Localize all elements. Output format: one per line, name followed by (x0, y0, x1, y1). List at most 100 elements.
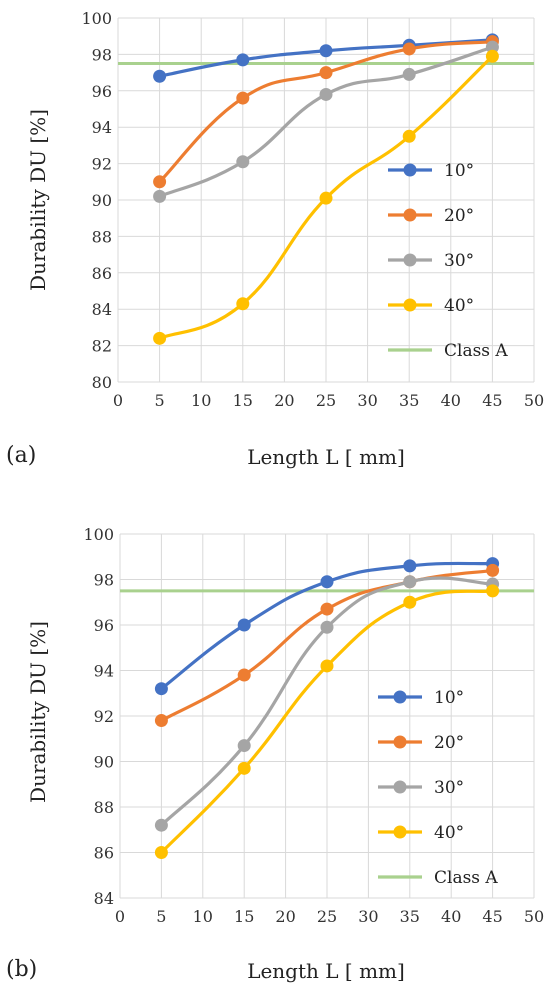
data-point (154, 846, 168, 859)
data-point (403, 559, 417, 573)
series-line (160, 576, 493, 827)
data-point (320, 659, 334, 673)
data-point (154, 682, 168, 696)
gridlines-b (119, 533, 535, 899)
panel-label-a: (a) (6, 443, 36, 468)
data-point (403, 575, 417, 589)
legend-item: 30° (378, 778, 464, 798)
legend-label: 30° (434, 778, 464, 798)
legend-label: 40° (434, 823, 464, 843)
series-20deg-a (153, 35, 499, 189)
data-point (153, 69, 167, 83)
data-point (237, 761, 251, 775)
data-point (237, 618, 251, 632)
x-tick-label: 35 (399, 391, 419, 410)
legend-swatch-marker (393, 735, 407, 749)
legend-label: Class A (434, 868, 498, 888)
legend-item: Class A (388, 341, 508, 361)
y-tick-label: 100 (81, 9, 112, 28)
x-tick-label: 5 (156, 907, 166, 926)
legend-label: 30° (444, 251, 474, 271)
y-tick-label: 86 (94, 844, 114, 863)
y-axis-title-a: Durability DU [%] (26, 109, 50, 291)
chart-panel-b: (b) Length L [ mm] Durability DU [%] 0 5 1… (6, 525, 544, 983)
x-tick-label: 45 (482, 391, 502, 410)
legend-swatch-marker (393, 825, 407, 839)
data-point (237, 668, 251, 682)
panel-label-b: (b) (6, 957, 37, 982)
data-point (236, 91, 250, 105)
legend-swatch-marker (403, 253, 417, 267)
data-point (320, 575, 334, 589)
legend-label: 10° (434, 688, 464, 708)
legend-item: 10° (388, 161, 474, 181)
x-tick-label: 30 (358, 907, 378, 926)
legend-item: 20° (388, 206, 474, 226)
y-tick-label: 98 (94, 571, 114, 590)
data-point (485, 49, 499, 63)
x-tick-label: 0 (115, 907, 125, 926)
legend-label: 10° (444, 161, 474, 181)
legend-item: 10° (378, 688, 464, 708)
x-tick-label: 10 (193, 907, 213, 926)
x-tick-label: 35 (400, 907, 420, 926)
y-tick-label: 96 (94, 616, 114, 635)
x-axis-title-a: Length L [ mm] (247, 445, 405, 469)
y-axis-title-b: Durability DU [%] (26, 621, 50, 803)
legend-swatch-marker (403, 208, 417, 222)
legend-label: 20° (444, 206, 474, 226)
series-40deg-a (153, 49, 499, 345)
x-tick-label: 25 (317, 907, 337, 926)
data-point (486, 584, 500, 598)
legend-label: Class A (444, 341, 508, 361)
legend-a: 10° 20° 30° 40° Class A (388, 161, 508, 361)
x-tick-label: 30 (357, 391, 377, 410)
legend-item: 30° (388, 251, 474, 271)
data-point (237, 739, 251, 753)
data-point (402, 42, 416, 56)
legend-item: Class A (378, 868, 498, 888)
data-point (319, 66, 333, 80)
y-tick-label: 84 (94, 889, 114, 908)
legend-swatch-marker (393, 690, 407, 704)
x-tick-label: 25 (316, 391, 336, 410)
data-point (153, 331, 167, 345)
data-point (402, 129, 416, 143)
y-tick-label: 92 (92, 155, 112, 174)
x-tick-label: 20 (274, 391, 294, 410)
legend-label: 20° (434, 733, 464, 753)
data-point (403, 595, 417, 609)
data-point (486, 563, 500, 577)
x-tick-label: 20 (275, 907, 295, 926)
y-tick-label: 88 (92, 227, 112, 246)
data-point (320, 620, 334, 634)
y-tick-label: 80 (92, 373, 112, 392)
data-point (319, 44, 333, 58)
data-point (319, 87, 333, 101)
data-point (154, 818, 168, 832)
data-point (154, 714, 168, 728)
x-tick-label: 15 (234, 907, 254, 926)
x-tick-label: 0 (113, 391, 123, 410)
chart-panel-a: (a) Length L [ mm] Durability DU [%] 0 5 1… (6, 9, 544, 469)
x-tick-label: 50 (524, 907, 544, 926)
y-tick-label: 82 (92, 337, 112, 356)
data-point (236, 297, 250, 311)
legend-item: 40° (388, 296, 474, 316)
x-tick-label: 40 (441, 907, 461, 926)
x-tick-label: 10 (191, 391, 211, 410)
y-tick-label: 90 (92, 191, 112, 210)
y-tick-label: 86 (92, 264, 112, 283)
y-tick-label: 92 (94, 707, 114, 726)
data-point (236, 53, 250, 67)
y-tick-label: 90 (94, 753, 114, 772)
x-tick-label: 40 (441, 391, 461, 410)
legend-swatch-marker (393, 780, 407, 794)
y-tick-label: 88 (94, 798, 114, 817)
legend-b: 10° 20° 30° 40° Class A (378, 688, 498, 888)
legend-swatch-marker (403, 163, 417, 177)
y-tick-label: 100 (83, 525, 114, 544)
legend-swatch-marker (403, 298, 417, 312)
y-tick-label: 94 (94, 662, 114, 681)
data-point (485, 40, 499, 54)
